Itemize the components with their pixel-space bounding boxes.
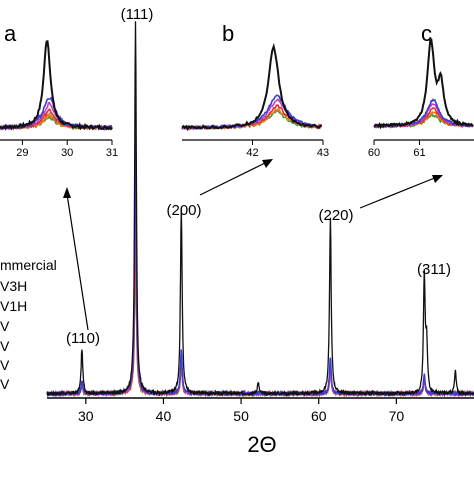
inset-tick-label: 30 — [61, 147, 73, 159]
inset-c-ticks: 60 61 — [368, 140, 426, 159]
legend: mmercial V3H V1H V V V V — [0, 257, 57, 392]
inset-tick-label: 43 — [317, 147, 329, 159]
main-series-group — [46, 21, 474, 398]
peak-label-220: (220) — [318, 207, 353, 224]
inset-c-label: c — [421, 21, 432, 46]
peak-label-110: (110) — [66, 330, 100, 347]
main-series-line — [46, 243, 474, 398]
inset-a-series — [0, 40, 113, 131]
legend-entry-5: V — [0, 338, 10, 354]
inset-tick-label: 61 — [413, 147, 425, 159]
main-series-line — [46, 207, 474, 398]
main-x-tick-label: 60 — [311, 408, 327, 424]
peak-label-311: (311) — [417, 261, 451, 278]
inset-c: c 60 61 — [368, 21, 474, 159]
peak-label-111: (111) — [121, 6, 154, 23]
inset-b-series — [181, 42, 323, 132]
legend-entry-2: V3H — [0, 278, 27, 294]
x-axis-title: 2Θ — [247, 432, 276, 457]
main-series-line — [46, 21, 474, 398]
legend-entry-7: V — [0, 376, 10, 392]
legend-entry-1: mmercial — [0, 257, 57, 273]
main-x-tick-label: 30 — [78, 408, 94, 424]
arrow-to-inset-c — [359, 175, 443, 209]
inset-c-series — [373, 37, 474, 130]
legend-entry-3: V1H — [0, 298, 27, 314]
inset-a-ticks: 29 30 31 — [16, 140, 118, 159]
legend-entry-6: V — [0, 357, 10, 373]
legend-entry-4: V — [0, 318, 10, 334]
inset-series-line — [373, 37, 474, 130]
inset-b-ticks: 42 43 — [246, 140, 329, 159]
inset-b: b 42 43 — [181, 21, 329, 159]
main-series-line — [46, 169, 474, 398]
main-x-tick-label: 40 — [156, 408, 172, 424]
main-series-line — [46, 131, 474, 398]
inset-tick-label: 42 — [246, 147, 258, 159]
main-x-tick-label: 50 — [233, 408, 249, 424]
inset-b-label: b — [222, 21, 234, 46]
inset-tick-label: 29 — [16, 147, 28, 159]
main-x-ticks: 30 40 50 60 70 — [78, 398, 404, 424]
inset-tick-label: 60 — [368, 147, 380, 159]
inset-series-line — [0, 40, 113, 131]
inset-tick-label: 31 — [106, 147, 118, 159]
main-x-tick-label: 70 — [389, 408, 405, 424]
inset-a: a 29 30 31 — [0, 21, 118, 159]
arrow-to-inset-a — [63, 187, 89, 331]
arrow-to-inset-b — [199, 159, 273, 196]
inset-series-line — [181, 42, 322, 132]
peak-label-200: (200) — [166, 202, 201, 219]
main-series-line — [46, 226, 474, 398]
inset-a-label: a — [4, 21, 17, 46]
